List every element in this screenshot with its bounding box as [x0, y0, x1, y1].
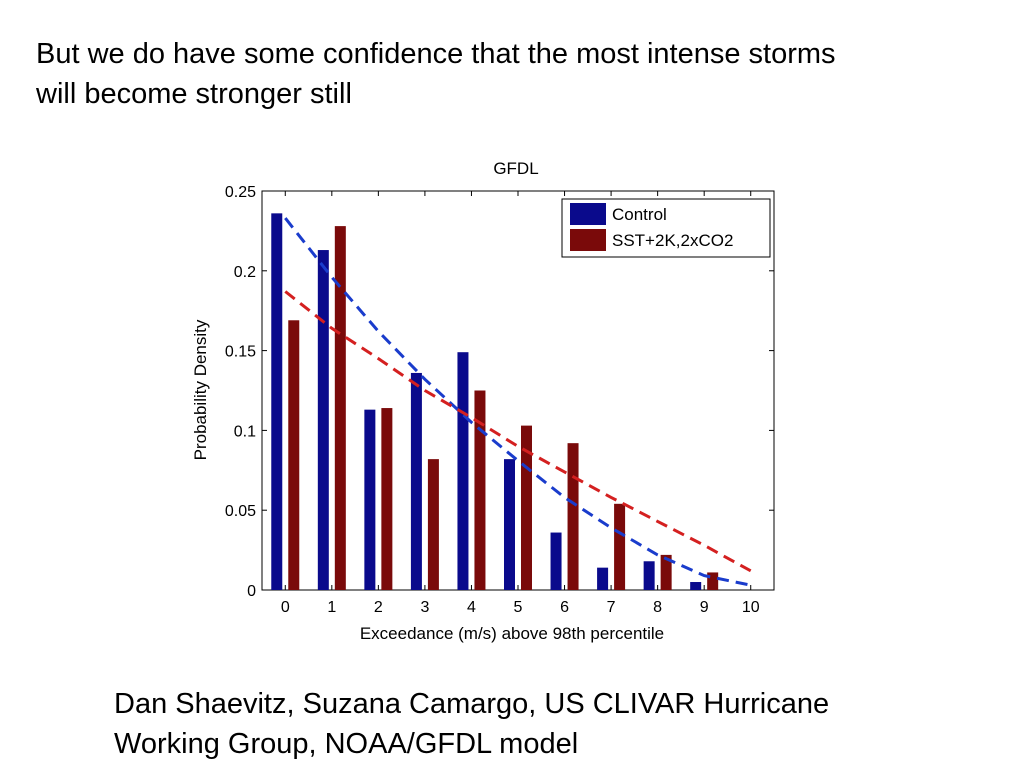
legend-swatch-0 — [570, 203, 606, 225]
y-tick-label-5: 0.25 — [225, 184, 256, 201]
bar-control-7 — [597, 567, 609, 590]
bar-control-4 — [457, 352, 469, 590]
bar-control-2 — [364, 409, 376, 590]
x-tick-label-10: 10 — [742, 599, 760, 616]
fit-curve-control — [284, 217, 752, 587]
slide-heading-line-1: But we do have some confidence that the … — [36, 38, 836, 70]
bar-sst-2k-2xco2-5 — [521, 425, 532, 590]
x-tick-label-4: 4 — [467, 599, 476, 616]
bar-sst-2k-2xco2-7 — [614, 503, 626, 590]
x-tick-label-0: 0 — [281, 599, 290, 616]
x-tick-label-5: 5 — [514, 599, 523, 616]
y-tick-label-1: 0.05 — [225, 503, 256, 520]
legend-swatch-1 — [570, 229, 606, 251]
x-tick-label-1: 1 — [327, 599, 336, 616]
credit-line-2: Working Group, NOAA/GFDL model — [114, 728, 579, 760]
slide-heading: But we do have some confidence that the … — [36, 34, 996, 114]
bar-control-0 — [271, 213, 283, 590]
y-tick-label-4: 0.2 — [234, 264, 256, 281]
slide-heading-line-2: will become stronger still — [36, 78, 352, 110]
x-tick-label-6: 6 — [560, 599, 569, 616]
legend-label-1: SST+2K,2xCO2 — [612, 231, 733, 250]
x-tick-label-7: 7 — [607, 599, 616, 616]
x-tick-label-9: 9 — [700, 599, 709, 616]
bar-sst-2k-2xco2-8 — [660, 554, 672, 590]
x-tick-label-8: 8 — [653, 599, 662, 616]
y-tick-label-0: 0 — [247, 583, 256, 600]
y-axis-label: Probability Density — [191, 319, 210, 460]
bar-control-9 — [690, 582, 702, 590]
bar-control-6 — [550, 532, 562, 590]
credit-line-1: Dan Shaevitz, Suzana Camargo, US CLIVAR … — [114, 688, 830, 720]
credit-text: Dan Shaevitz, Suzana Camargo, US CLIVAR … — [114, 684, 994, 764]
legend-label-0: Control — [612, 205, 667, 224]
bar-sst-2k-2xco2-9 — [707, 572, 719, 590]
y-tick-label-3: 0.15 — [225, 344, 256, 361]
bar-sst-2k-2xco2-6 — [567, 443, 579, 590]
bar-sst-2k-2xco2-3 — [427, 459, 439, 590]
bar-control-5 — [504, 459, 515, 590]
x-tick-label-2: 2 — [374, 599, 383, 616]
bar-sst-2k-2xco2-0 — [288, 320, 300, 590]
y-tick-label-2: 0.1 — [234, 423, 256, 440]
chart-title: GFDL — [493, 159, 538, 178]
bar-control-1 — [317, 250, 329, 590]
bar-control-8 — [643, 561, 655, 590]
x-axis-label: Exceedance (m/s) above 98th percentile — [360, 624, 664, 643]
fit-curve-warming — [284, 290, 752, 573]
x-tick-label-3: 3 — [420, 599, 429, 616]
bar-sst-2k-2xco2-2 — [381, 408, 393, 590]
bar-sst-2k-2xco2-1 — [334, 226, 346, 590]
bar-control-3 — [410, 372, 422, 590]
bar-sst-2k-2xco2-4 — [474, 390, 486, 590]
